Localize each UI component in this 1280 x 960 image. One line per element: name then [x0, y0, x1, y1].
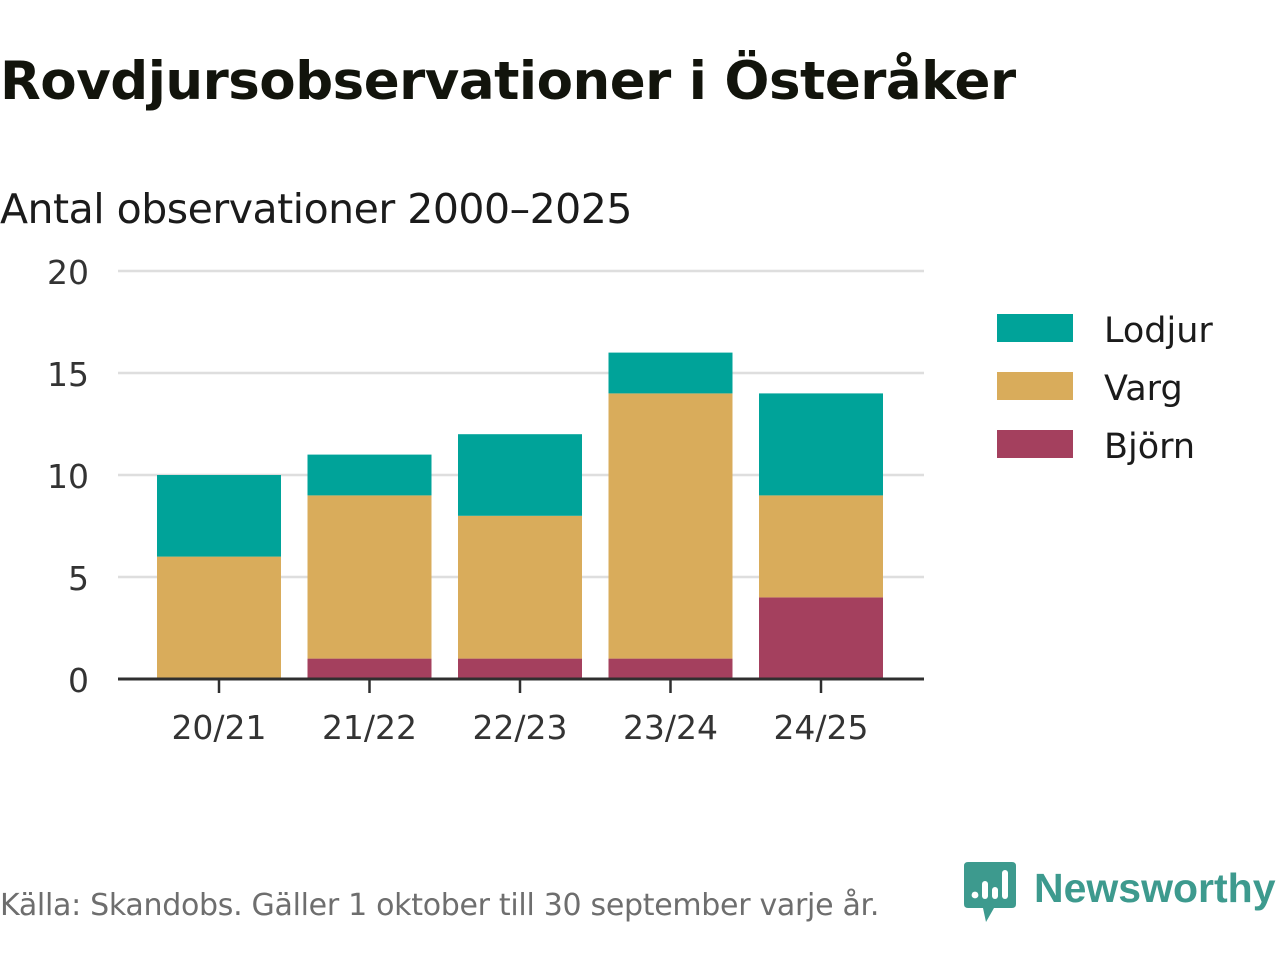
y-tick-label: 20 — [47, 253, 89, 292]
legend-label-varg: Varg — [1104, 369, 1183, 409]
bar-varg-23-24 — [608, 393, 733, 659]
legend-label-lodjur: Lodjur — [1104, 311, 1213, 351]
x-tick-label: 22/23 — [472, 708, 567, 747]
y-tick-label: 5 — [68, 559, 89, 598]
newsworthy-logo-icon — [964, 862, 1016, 922]
bar-varg-22-23 — [458, 515, 582, 659]
y-tick-label: 0 — [68, 661, 89, 700]
y-tick-label: 10 — [47, 457, 89, 496]
axes: 0 5 10 15 20 20/21 21/22 22/23 23/24 24/25 — [47, 253, 924, 747]
bar-björn-24-25 — [759, 597, 883, 679]
bar-björn-23-24 — [608, 658, 733, 679]
bar-björn-21-22 — [307, 658, 432, 679]
legend: Lodjur Varg Björn — [997, 311, 1213, 467]
chart-subtitle: Antal observationer 2000–2025 — [0, 185, 632, 233]
bar-lodjur-21-22 — [307, 454, 432, 496]
x-tick-label: 23/24 — [623, 708, 718, 747]
x-tick-label: 24/25 — [773, 708, 868, 747]
bar-lodjur-22-23 — [458, 434, 582, 516]
chart-title: Rovdjursobservationer i Österåker — [0, 51, 1016, 112]
brand-name: Newsworthy — [1034, 865, 1276, 911]
y-tick-label: 15 — [47, 355, 89, 394]
legend-swatch-lodjur — [997, 314, 1073, 342]
stacked-bar-chart: 0 5 10 15 20 20/21 21/22 22/23 23/24 24/25 Lodjur… — [47, 253, 1213, 747]
source-note: Källa: Skandobs. Gäller 1 oktober till 3… — [0, 888, 880, 923]
x-tick-label: 20/21 — [171, 708, 266, 747]
legend-swatch-björn — [997, 430, 1073, 458]
bar-varg-21-22 — [307, 495, 432, 659]
bar-lodjur-20-21 — [157, 475, 281, 557]
bar-varg-24-25 — [759, 495, 883, 598]
bar-varg-20-21 — [157, 556, 281, 679]
newsworthy-logo: Newsworthy — [964, 862, 1276, 928]
bar-björn-22-23 — [458, 658, 582, 679]
bar-lodjur-23-24 — [608, 352, 733, 394]
legend-label-björn: Björn — [1104, 427, 1195, 467]
bar-lodjur-24-25 — [759, 393, 883, 496]
legend-swatch-varg — [997, 372, 1073, 400]
bars — [157, 352, 883, 679]
x-tick-label: 21/22 — [322, 708, 417, 747]
